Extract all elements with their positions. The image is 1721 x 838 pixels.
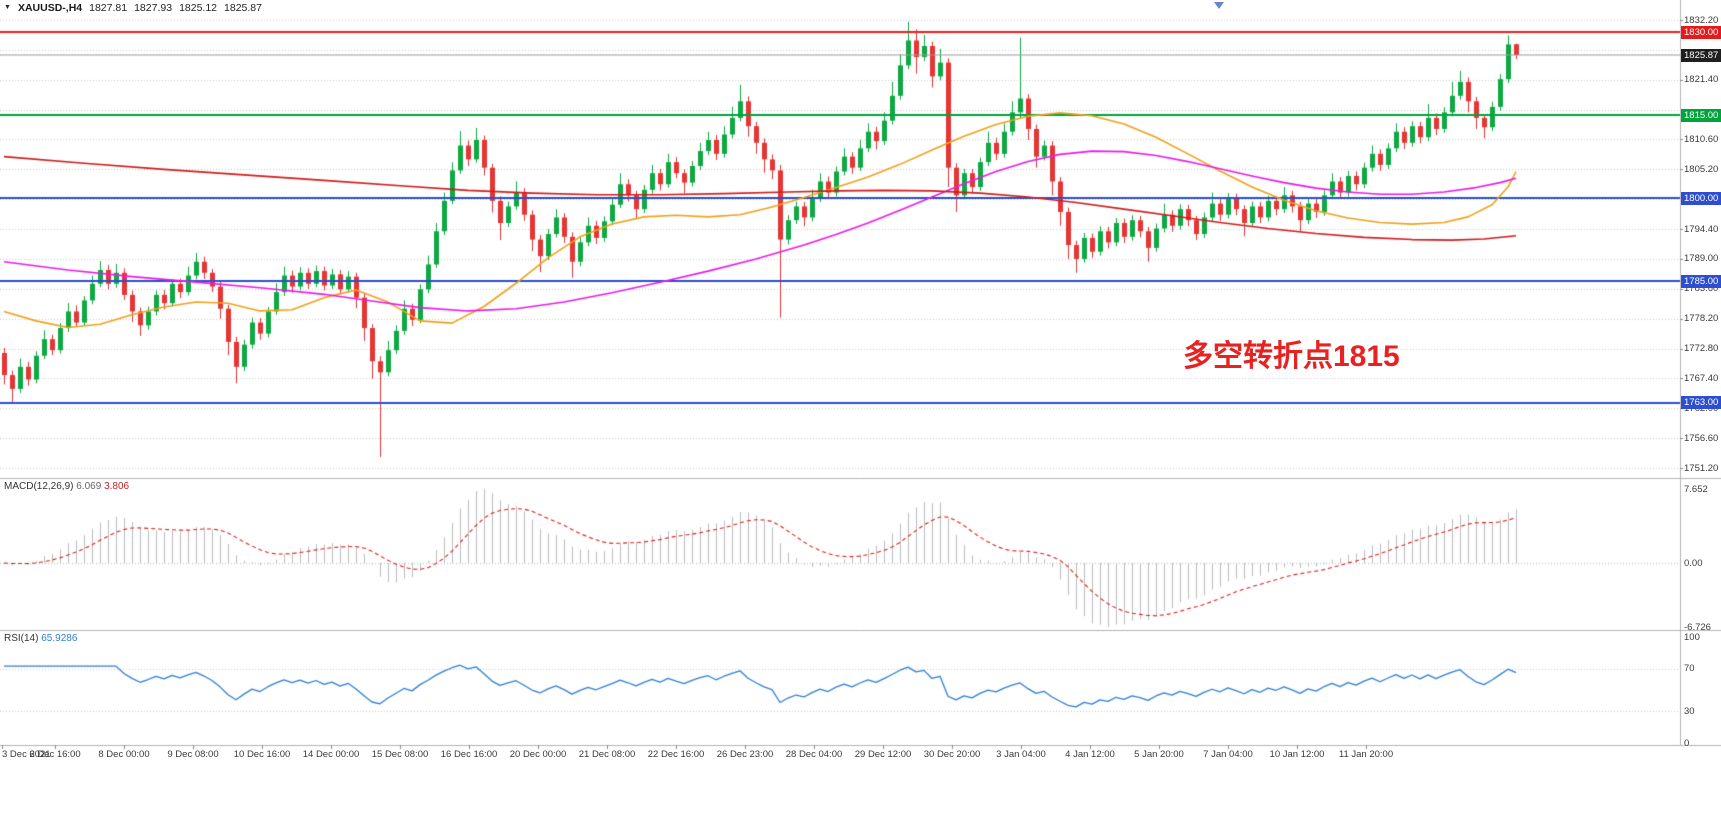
price-axis-label: 1832.20 bbox=[1684, 14, 1719, 26]
price-axis-label: 1805.20 bbox=[1684, 163, 1719, 175]
time-axis-label: 26 Dec 23:00 bbox=[716, 749, 774, 760]
price-axis-label: 1783.60 bbox=[1684, 283, 1719, 295]
time-axis-label: 28 Dec 04:00 bbox=[785, 749, 843, 760]
rsi-axis-label: 30 bbox=[1684, 705, 1695, 717]
time-axis-label: 15 Dec 08:00 bbox=[371, 749, 429, 760]
time-axis-label: 14 Dec 00:00 bbox=[302, 749, 360, 760]
time-axis-label: 22 Dec 16:00 bbox=[647, 749, 705, 760]
time-axis-label: 7 Jan 04:00 bbox=[1203, 749, 1253, 760]
rsi-axis-label: 70 bbox=[1684, 663, 1695, 675]
macd-axis-label: 7.652 bbox=[1684, 483, 1708, 495]
dropdown-caret-icon[interactable]: ▼ bbox=[4, 4, 11, 11]
rsi-axis-label: 100 bbox=[1684, 631, 1700, 643]
time-axis-label: 10 Dec 16:00 bbox=[233, 749, 291, 760]
time-axis-label: 16 Dec 16:00 bbox=[440, 749, 498, 760]
time-axis-label: 8 Dec 00:00 bbox=[98, 749, 150, 760]
time-axis-label: 4 Jan 12:00 bbox=[1065, 749, 1115, 760]
price-axis-label: 1767.40 bbox=[1684, 372, 1719, 384]
time-axis-label: 21 Dec 08:00 bbox=[578, 749, 636, 760]
price-badge: 1825.87 bbox=[1681, 48, 1721, 62]
macd-axis-label: 0.00 bbox=[1684, 557, 1703, 569]
symbol-timeframe-label: XAUUSD-,H4 bbox=[17, 1, 83, 14]
time-axis-label: 3 Jan 04:00 bbox=[996, 749, 1046, 760]
price-badge: 1815.00 bbox=[1681, 108, 1721, 122]
rsi-indicator-label: RSI(14) 65.9286 bbox=[4, 633, 77, 644]
price-axis-label: 1810.60 bbox=[1684, 133, 1719, 145]
time-axis-label: 20 Dec 00:00 bbox=[509, 749, 567, 760]
time-axis-label: 10 Jan 12:00 bbox=[1269, 749, 1325, 760]
time-axis-label: 30 Dec 20:00 bbox=[923, 749, 981, 760]
price-badge: 1830.00 bbox=[1681, 25, 1721, 39]
rsi-value: 65.9286 bbox=[41, 633, 78, 644]
chart-symbol-dropdown[interactable]: ▼ XAUUSD-,H4 1827.81 1827.93 1825.12 182… bbox=[4, 1, 262, 14]
price-badge: 1785.00 bbox=[1681, 274, 1721, 288]
time-axis-label: 6 Dec 16:00 bbox=[29, 749, 81, 760]
time-axis-label: 29 Dec 12:00 bbox=[854, 749, 912, 760]
ohlc-low: 1825.12 bbox=[179, 1, 218, 14]
macd-main-value: 6.069 bbox=[76, 481, 102, 492]
time-axis-label: 3 Dec 2021 bbox=[2, 749, 51, 760]
ohlc-close: 1825.87 bbox=[224, 1, 262, 14]
rsi-axis-label: 0 bbox=[1684, 737, 1690, 749]
price-axis-label: 1789.00 bbox=[1684, 253, 1719, 265]
annotation-text: 多空转折点1815 bbox=[1183, 340, 1400, 373]
macd-signal-value: 3.806 bbox=[104, 481, 130, 492]
ohlc-open: 1827.81 bbox=[89, 1, 128, 14]
price-axis-label: 1751.20 bbox=[1684, 462, 1719, 474]
macd-axis-label: -6.726 bbox=[1684, 621, 1711, 633]
time-axis-label: 11 Jan 20:00 bbox=[1338, 749, 1394, 760]
price-axis-label: 1772.80 bbox=[1684, 343, 1719, 355]
macd-indicator-label: MACD(12,26,9) 6.069 3.806 bbox=[4, 481, 129, 492]
price-axis-label: 1794.40 bbox=[1684, 223, 1719, 235]
price-badge: 1800.00 bbox=[1681, 191, 1721, 205]
price-axis-label: 1778.20 bbox=[1684, 313, 1719, 325]
rsi-name: RSI(14) bbox=[4, 633, 39, 644]
price-axis-label: 1756.60 bbox=[1684, 432, 1719, 444]
chart-marker-icon[interactable] bbox=[1214, 2, 1224, 9]
ohlc-high: 1827.93 bbox=[134, 1, 173, 14]
time-axis-label: 5 Jan 20:00 bbox=[1134, 749, 1184, 760]
macd-name: MACD(12,26,9) bbox=[4, 481, 74, 492]
time-axis-label: 9 Dec 08:00 bbox=[167, 749, 219, 760]
price-badge: 1763.00 bbox=[1681, 396, 1721, 410]
price-axis-label: 1821.40 bbox=[1684, 74, 1719, 86]
